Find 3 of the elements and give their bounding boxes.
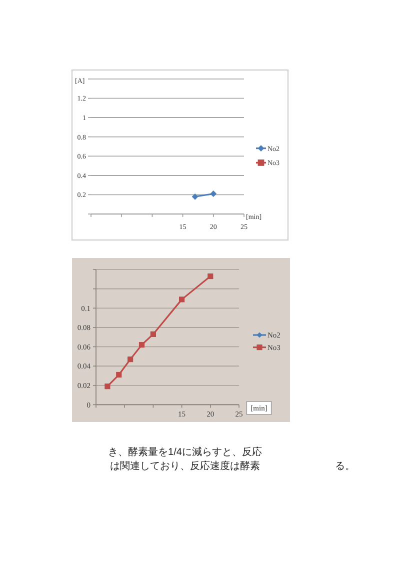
text: は関連しており、反応速度は酵素 — [110, 460, 260, 472]
text: る。 — [335, 461, 355, 472]
text: き、酵素量を1/4に減らすと、反応 — [108, 446, 262, 458]
